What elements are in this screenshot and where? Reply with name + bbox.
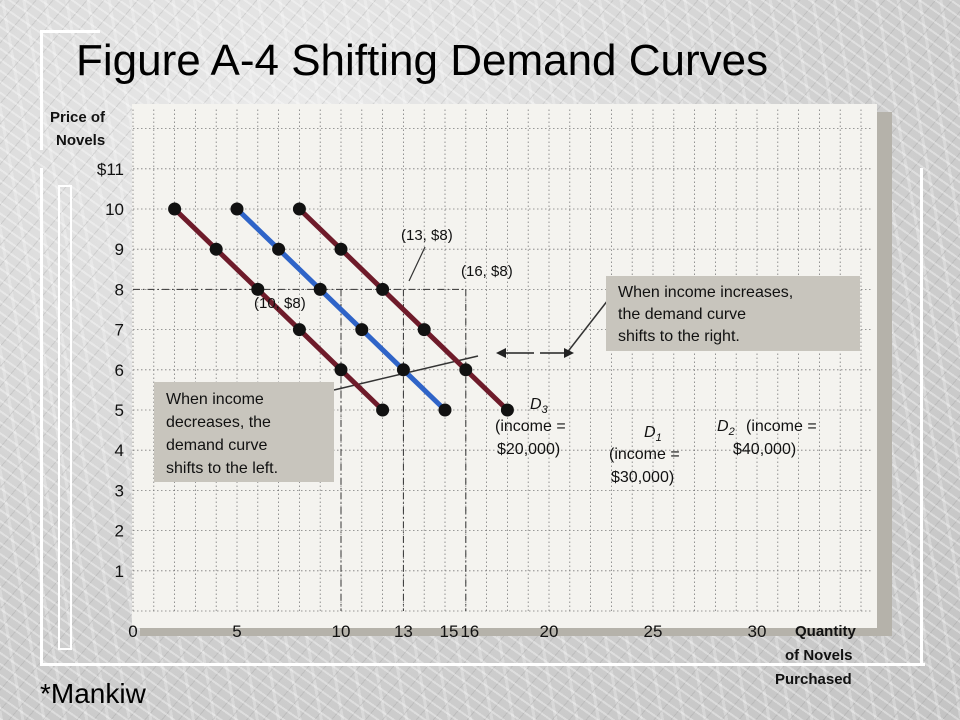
callout-increase-line-1: When income increases,	[618, 284, 793, 301]
data-point-d2	[417, 323, 431, 337]
x-tick-labels: 0 5 10 13 15 16 20 25 30	[128, 622, 766, 641]
label-d1: D1 (income = $30,000)	[609, 424, 680, 486]
label-d3: D3 (income = $20,000)	[495, 396, 566, 458]
data-point-d3	[168, 202, 182, 216]
series-name-d3: D	[530, 396, 542, 413]
chart-panel	[132, 104, 877, 628]
income-label-d1-line-1: (income =	[609, 446, 680, 463]
callout-decrease-line-3: demand curve	[166, 437, 267, 454]
income-label-d2-line-1: (income =	[746, 418, 817, 435]
point-label-16-8: (16, $8)	[461, 263, 513, 280]
data-point-d3	[376, 403, 390, 417]
demand-curve-d2	[296, 206, 510, 413]
x-tick-label: 20	[540, 622, 559, 641]
y-tick-label: 5	[115, 401, 124, 420]
y-tick-label: 2	[115, 522, 124, 541]
y-tick-label: 7	[115, 321, 124, 340]
y-tick-label: 8	[115, 280, 124, 299]
data-point-d3	[209, 242, 223, 256]
x-tick-label: 16	[460, 622, 479, 641]
y-tick-label: 3	[115, 481, 124, 500]
series-name-d2: D	[717, 418, 729, 435]
data-point-d2	[334, 242, 348, 256]
data-point-d2	[376, 282, 390, 296]
series-sub-d2: 2	[728, 426, 735, 438]
label-d2: D2 (income = $40,000)	[717, 418, 817, 458]
data-point-d1	[230, 202, 244, 216]
frame-line-inner-left	[58, 185, 72, 650]
callout-decrease-box	[154, 382, 334, 482]
shift-arrow-right-head	[564, 348, 574, 358]
y-axis-title-line-2: Novels	[56, 132, 105, 149]
data-point-d1	[313, 282, 327, 296]
income-label-d3-line-1: (income =	[495, 418, 566, 435]
y-tick-label: 9	[115, 240, 124, 259]
x-tick-label: 5	[232, 622, 241, 641]
data-point-d3	[251, 282, 265, 296]
demand-curve-d1	[234, 206, 448, 413]
y-tick-label: $11	[97, 160, 124, 179]
point-label-13-8: (13, $8)	[401, 227, 453, 244]
demand-curves	[168, 202, 514, 417]
callout-increase-box	[606, 276, 860, 351]
data-point-d3	[334, 363, 348, 377]
x-tick-label: 30	[748, 622, 767, 641]
series-sub-d3: 3	[542, 404, 549, 416]
slide-title: Figure A-4 Shifting Demand Curves	[76, 36, 769, 85]
x-axis-title-line-3: Purchased	[775, 671, 852, 688]
footnote: *Mankiw	[40, 678, 146, 709]
x-axis-title-line-1: Quantity	[795, 623, 856, 640]
callout-increase-line-2: the demand curve	[618, 306, 746, 323]
y-tick-labels: 1 2 3 4 5 6 7 8 9 10 $11	[97, 160, 124, 581]
callout-increase: When income increases, the demand curve …	[606, 276, 860, 351]
frame-line-bottom	[40, 663, 925, 666]
series-label-d2: D2	[717, 418, 735, 438]
data-point-d1	[355, 323, 369, 337]
frame-line-left-top	[40, 30, 43, 150]
income-label-d3-line-2: $20,000)	[497, 441, 560, 458]
frame-line-left-bottom	[40, 168, 43, 666]
callout-decrease-line-4: shifts to the left.	[166, 460, 278, 477]
point-label-connector-13	[408, 246, 426, 282]
series-label-d3: D3	[530, 396, 549, 416]
data-point-d2	[459, 363, 473, 377]
callout-increase-line-3: shifts to the right.	[618, 328, 740, 345]
y-axis-title-line-1: Price of	[50, 109, 106, 126]
data-point-d2	[500, 403, 514, 417]
y-tick-label: 10	[105, 200, 124, 219]
data-point-d1	[396, 363, 410, 377]
data-point-d3	[292, 323, 306, 337]
demand-curve-d3	[172, 206, 386, 413]
series-name-d1: D	[644, 424, 656, 441]
guide-lines	[133, 288, 467, 611]
callout-decrease-line-2: decreases, the	[166, 414, 271, 431]
shift-arrow-left-head	[496, 348, 506, 358]
callout-decrease: When income decreases, the demand curve …	[154, 382, 334, 482]
callout-connector-increase	[565, 299, 609, 355]
y-tick-label: 1	[115, 562, 124, 581]
data-point-d1	[438, 403, 452, 417]
y-tick-label: 4	[115, 441, 124, 460]
frame-line-top	[40, 30, 100, 33]
shift-arrows	[496, 348, 574, 358]
series-sub-d1: 1	[656, 432, 662, 444]
x-axis-title-line-2: of Novels	[785, 647, 853, 664]
x-tick-label: 25	[644, 622, 663, 641]
data-point-d1	[272, 242, 286, 256]
point-label-10-8: (10, $8)	[254, 295, 306, 312]
frame-line-right	[920, 168, 923, 666]
x-tick-label: 15	[440, 622, 459, 641]
series-label-d1: D1	[644, 424, 662, 444]
data-point-d2	[292, 202, 306, 216]
y-tick-label: 6	[115, 361, 124, 380]
x-tick-label: 0	[128, 622, 137, 641]
x-tick-label: 13	[394, 622, 413, 641]
x-tick-label: 10	[332, 622, 351, 641]
callout-decrease-line-1: When income	[166, 391, 264, 408]
income-label-d2-line-2: $40,000)	[733, 441, 796, 458]
income-label-d1-line-2: $30,000)	[611, 469, 674, 486]
